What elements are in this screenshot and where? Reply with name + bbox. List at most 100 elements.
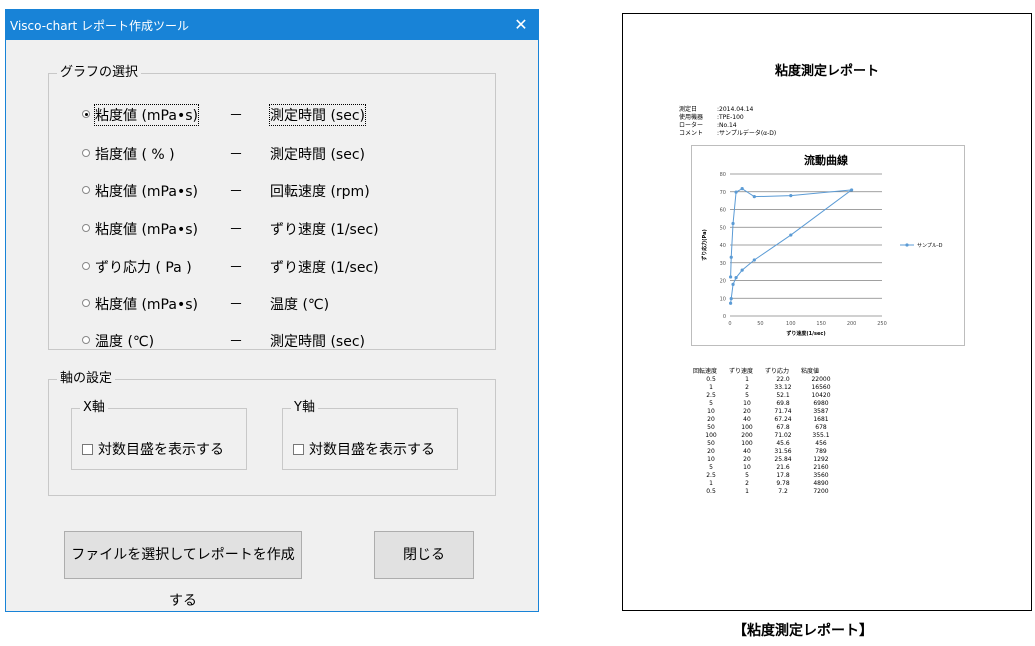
table-cell: 100 — [705, 432, 717, 439]
table-row: 20 40 31.56 789 — [693, 448, 841, 456]
option-dash: － — [229, 108, 243, 124]
table-cell: 1681 — [813, 416, 829, 423]
data-point — [729, 275, 733, 279]
table-cell: 200 — [741, 432, 753, 439]
table-cell: 7200 — [813, 488, 829, 495]
option-dash: － — [229, 297, 243, 313]
window-title: Visco-chart レポート作成ツール — [10, 19, 190, 33]
table-cell: 71.02 — [774, 432, 792, 439]
radio-button[interactable] — [82, 149, 90, 157]
series-line — [730, 188, 854, 304]
y-tick-label: 50 — [720, 225, 726, 231]
data-point — [789, 233, 793, 237]
radio-button[interactable] — [82, 299, 90, 307]
data-point — [752, 258, 756, 262]
x-axis-legend: X軸 — [80, 399, 108, 417]
option-label: 指度値 ( % ) — [95, 147, 175, 163]
y-axis-group: Y軸 対数目盛を表示する — [282, 399, 458, 470]
table-cell: 67.8 — [776, 424, 790, 431]
table-row: 2.5 5 52.1 10420 — [693, 392, 841, 400]
table-cell: 456 — [815, 440, 827, 447]
table-cell: 52.1 — [776, 392, 790, 399]
table-cell: 40 — [743, 448, 751, 455]
table-cell: 10 — [743, 464, 751, 471]
table-cell: 100 — [741, 424, 753, 431]
table-cell: 100 — [741, 440, 753, 447]
option-unit: 回転速度 (rpm) — [270, 184, 370, 200]
table-cell: 2.5 — [706, 472, 716, 479]
option-label: ずり応力 ( Pa ) — [95, 260, 192, 276]
radio-button[interactable] — [82, 224, 90, 232]
table-cell: 31.56 — [774, 448, 792, 455]
table-header: 回転速度 ずり速度 ずり応力 粘度値 — [693, 368, 841, 376]
radio-button[interactable] — [82, 336, 90, 344]
table-row: 2.5 5 17.8 3560 — [693, 472, 841, 480]
data-point — [740, 187, 744, 191]
table-row: 5 10 21.6 2160 — [693, 464, 841, 472]
x-tick-label: 250 — [877, 321, 887, 327]
table-cell: 789 — [815, 448, 827, 455]
option-label: 粘度値 (mPa•s) — [95, 184, 198, 200]
data-point — [850, 188, 854, 192]
table-cell: 1292 — [813, 456, 829, 463]
option-label: 粘度値 (mPa•s) — [94, 104, 199, 126]
table-cell: 33.12 — [774, 384, 792, 391]
checkbox-box[interactable] — [82, 443, 93, 455]
option-unit: ずり速度 (1/sec) — [270, 260, 379, 276]
x-axis-group: X軸 対数目盛を表示する — [71, 399, 247, 470]
table-cell: 0.5 — [706, 376, 716, 383]
table-cell: 50 — [707, 424, 715, 431]
radio-button[interactable] — [82, 186, 90, 194]
table-cell: 2160 — [813, 464, 829, 471]
table-cell: 355.1 — [812, 432, 830, 439]
table-cell: 10 — [743, 400, 751, 407]
report-caption: 【粘度測定レポート】 — [733, 623, 873, 639]
legend-marker — [905, 243, 909, 247]
y-log-scale-checkbox[interactable]: 対数目盛を表示する — [293, 439, 435, 459]
data-table: 回転速度 ずり速度 ずり応力 粘度値 0.5 1 22.0 22000 1 2 33.12 16560… — [693, 368, 841, 496]
data-point — [729, 255, 733, 259]
option-label: 粘度値 (mPa•s) — [95, 222, 198, 238]
table-cell: 16560 — [811, 384, 831, 391]
radio-button[interactable] — [82, 262, 90, 270]
create-report-button[interactable]: ファイルを選択してレポートを作成する — [64, 531, 302, 609]
table-cell: 1 — [745, 376, 749, 383]
flow-curve-chart: 流動曲線 0 10 20 30 40 50 60 70 80 0 50 100 150 200 250 ずり速度… — [691, 145, 965, 346]
column-header: ずり速度 — [729, 368, 754, 375]
x-tick-label: 50 — [757, 321, 763, 327]
y-tick-label: 0 — [723, 314, 726, 320]
close-window-button[interactable]: ✕ — [514, 15, 528, 34]
y-tick-label: 20 — [720, 279, 726, 285]
y-tick-label: 60 — [720, 208, 726, 214]
close-button[interactable]: 閉じる — [374, 531, 474, 579]
table-cell: 2.5 — [706, 392, 716, 399]
table-row: 10 20 71.74 3587 — [693, 408, 841, 416]
table-cell: 1 — [709, 480, 713, 487]
table-cell: 5 — [709, 464, 713, 471]
table-cell: 45.6 — [776, 440, 790, 447]
table-cell: 10420 — [811, 392, 831, 399]
x-log-scale-checkbox[interactable]: 対数目盛を表示する — [82, 439, 224, 459]
table-cell: 20 — [743, 456, 751, 463]
y-tick-label: 70 — [720, 190, 726, 196]
table-cell: 7.2 — [778, 488, 788, 495]
table-cell: 71.74 — [774, 408, 792, 415]
y-log-scale-label: 対数目盛を表示する — [309, 442, 435, 458]
title-bar: Visco-chart レポート作成ツール ✕ — [6, 10, 538, 40]
column-header: 粘度値 — [801, 368, 820, 375]
table-cell: 2 — [745, 384, 749, 391]
table-cell: 50 — [707, 440, 715, 447]
data-point — [731, 282, 735, 287]
report-meta: 測定日:2014.04.14 使用機器:TPE-100 ローター:No.14 コメント… — [679, 106, 776, 138]
table-cell: 10 — [707, 408, 715, 415]
data-point — [729, 301, 733, 305]
table-cell: 25.84 — [774, 456, 792, 463]
radio-button[interactable] — [82, 110, 90, 118]
axis-settings-group: 軸の設定 X軸 対数目盛を表示する Y軸 対数目盛を表示する — [48, 370, 496, 496]
y-axis-label: ずり応力(Pa) — [701, 229, 708, 260]
meta-value: :TPE-100 — [717, 114, 744, 121]
x-tick-label: 0 — [728, 321, 731, 327]
data-point — [734, 276, 738, 280]
option-label: 粘度値 (mPa•s) — [95, 297, 198, 313]
checkbox-box[interactable] — [293, 443, 304, 455]
